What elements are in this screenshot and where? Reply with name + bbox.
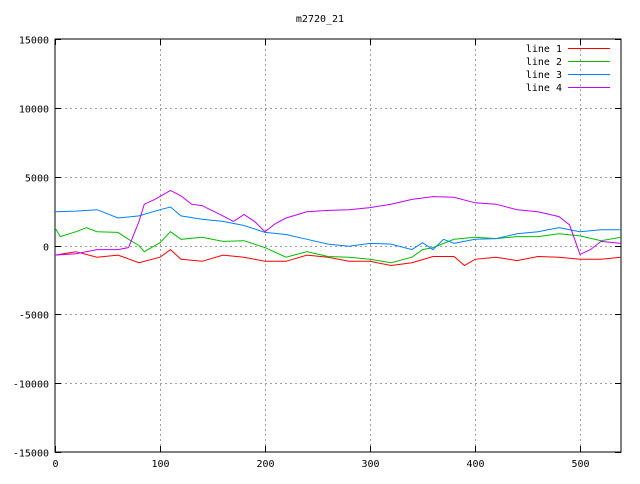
x-tick-label: 200 — [256, 459, 274, 470]
legend-label: line 4 — [526, 83, 562, 94]
y-tick-label: 5000 — [25, 174, 49, 185]
series-line-2 — [54, 227, 622, 264]
legend: line 1 line 2 line 3 line 4 — [526, 44, 610, 94]
y-tick-label: 10000 — [19, 105, 49, 116]
y-tick-label: -15000 — [13, 449, 49, 460]
series-line-1 — [54, 248, 622, 267]
y-tick-label: -5000 — [19, 311, 49, 322]
x-tick-label: 500 — [571, 459, 589, 470]
x-tick-label: 100 — [151, 459, 169, 470]
x-tick-label: 0 — [52, 459, 58, 470]
chart-title: m2720_21 — [296, 14, 344, 25]
series-lines — [54, 189, 622, 267]
series-line-4 — [54, 189, 622, 256]
legend-label: line 2 — [526, 57, 562, 68]
y-tick-label: 0 — [43, 243, 49, 254]
legend-label: line 3 — [526, 70, 562, 81]
series-line-3 — [54, 206, 621, 251]
legend-label: line 1 — [526, 44, 562, 55]
y-tick-label: -10000 — [13, 380, 49, 391]
grid — [55, 39, 621, 452]
y-tick-label: 15000 — [19, 36, 49, 47]
plot-border — [54, 38, 622, 453]
x-tick-label: 300 — [361, 459, 379, 470]
axis-ticks: 0 100 200 300 400 500 -15000 -10000 -5000 0 5000 10… — [13, 36, 621, 470]
x-tick-label: 400 — [466, 459, 484, 470]
